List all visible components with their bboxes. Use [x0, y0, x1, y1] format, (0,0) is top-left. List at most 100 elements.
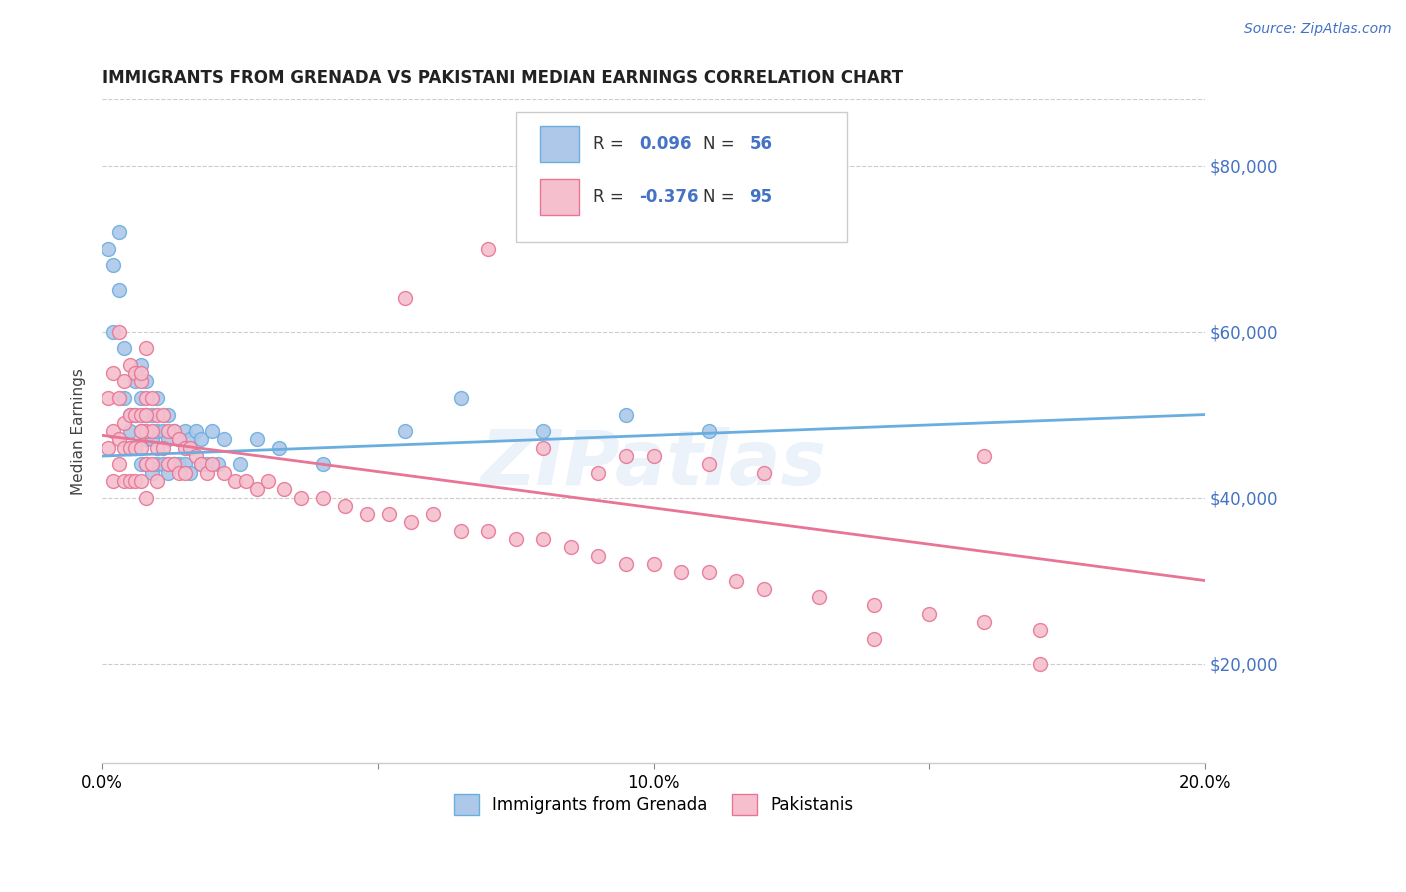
Point [146, 408, 169, 422]
Point [174, 424, 197, 438]
Point [157, 433, 180, 447]
Point [157, 424, 180, 438]
Point [267, 441, 290, 455]
Text: R =: R = [593, 188, 628, 206]
Point [152, 441, 174, 455]
Point [97, 391, 120, 405]
Y-axis label: Median Earnings: Median Earnings [72, 368, 86, 494]
Point [394, 291, 416, 305]
Point [141, 466, 163, 480]
Point [505, 532, 527, 546]
Point [107, 458, 129, 472]
Point [141, 458, 163, 472]
Point [146, 424, 169, 438]
Point [129, 358, 152, 372]
Point [146, 441, 169, 455]
Point [229, 458, 252, 472]
Point [195, 466, 218, 480]
Point [174, 441, 197, 455]
Point [112, 341, 135, 355]
Point [118, 408, 141, 422]
Point [107, 225, 129, 239]
Point [273, 482, 295, 496]
Point [135, 424, 157, 438]
Point [129, 391, 152, 405]
Point [103, 474, 125, 488]
Point [246, 482, 269, 496]
Text: 56: 56 [749, 135, 772, 153]
Legend: Immigrants from Grenada, Pakistanis: Immigrants from Grenada, Pakistanis [447, 788, 860, 822]
Point [201, 424, 224, 438]
Point [112, 416, 135, 430]
Point [103, 424, 125, 438]
Point [141, 408, 163, 422]
Point [863, 632, 886, 646]
Point [163, 458, 186, 472]
Point [118, 441, 141, 455]
Point [152, 408, 174, 422]
Point [118, 358, 141, 372]
Point [422, 507, 444, 521]
Point [135, 458, 157, 472]
Point [163, 424, 186, 438]
Point [135, 408, 157, 422]
Text: 95: 95 [749, 188, 773, 206]
Point [118, 441, 141, 455]
Point [118, 408, 141, 422]
Point [97, 242, 120, 256]
Point [124, 375, 146, 389]
Text: 0.096: 0.096 [640, 135, 692, 153]
Point [135, 491, 157, 505]
Point [207, 458, 229, 472]
Point [129, 424, 152, 438]
Point [146, 391, 169, 405]
Point [169, 466, 191, 480]
Point [135, 408, 157, 422]
Point [152, 458, 174, 472]
Point [531, 441, 554, 455]
Point [450, 524, 472, 538]
Point [129, 366, 152, 380]
Point [135, 458, 157, 472]
Point [1028, 624, 1050, 638]
Point [146, 458, 169, 472]
Point [129, 458, 152, 472]
Point [973, 449, 995, 463]
Point [179, 466, 201, 480]
Point [531, 532, 554, 546]
Point [157, 458, 180, 472]
Point [124, 366, 146, 380]
Point [124, 441, 146, 455]
Point [560, 541, 582, 555]
Point [235, 474, 257, 488]
Point [103, 366, 125, 380]
Point [808, 590, 831, 604]
Point [103, 325, 125, 339]
Point [190, 458, 212, 472]
Point [107, 283, 129, 297]
Point [477, 242, 499, 256]
Point [129, 408, 152, 422]
Point [129, 424, 152, 438]
Point [918, 607, 941, 621]
Point [190, 433, 212, 447]
Point [184, 449, 207, 463]
Point [112, 391, 135, 405]
Point [141, 424, 163, 438]
Text: N =: N = [703, 135, 740, 153]
Point [224, 474, 246, 488]
Text: Source: ZipAtlas.com: Source: ZipAtlas.com [1244, 22, 1392, 37]
Point [256, 474, 278, 488]
Point [118, 474, 141, 488]
Point [124, 408, 146, 422]
Point [141, 433, 163, 447]
Point [174, 466, 197, 480]
Point [163, 458, 186, 472]
Point [163, 424, 186, 438]
FancyBboxPatch shape [516, 112, 846, 242]
Point [588, 549, 610, 563]
Point [112, 441, 135, 455]
Point [643, 449, 665, 463]
Point [290, 491, 312, 505]
Point [135, 433, 157, 447]
